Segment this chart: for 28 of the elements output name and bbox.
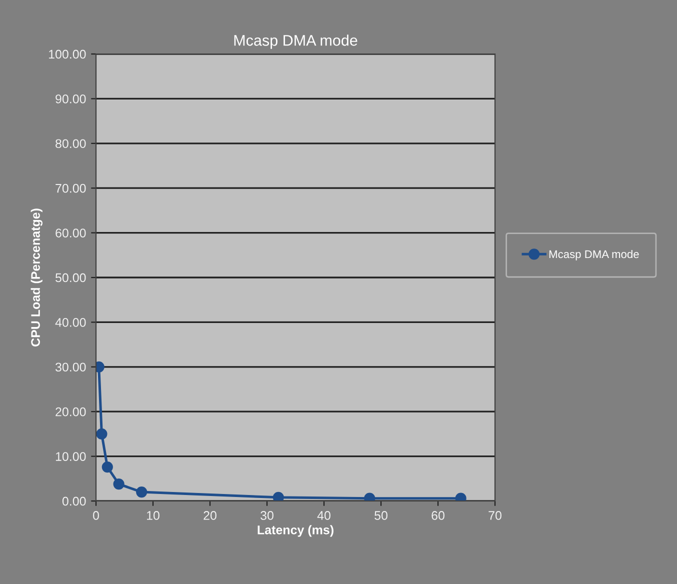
point xyxy=(136,486,148,498)
x-tick-label: 70 xyxy=(488,511,502,520)
y-tick-label: 100.00 xyxy=(49,50,86,59)
y-tick-label: 80.00 xyxy=(56,139,86,148)
x-tick-label: 10 xyxy=(147,511,160,520)
point xyxy=(113,478,124,490)
chart-title: Mcasp DMA mode xyxy=(234,34,358,49)
x-tick-label: 20 xyxy=(204,511,216,520)
point xyxy=(102,461,113,473)
y-tick-label: 0.00 xyxy=(62,496,86,506)
y-tick-label: 70.00 xyxy=(56,184,86,193)
x-tick-label: 0 xyxy=(93,511,99,520)
y-tick-label: 30.00 xyxy=(55,362,86,372)
y-tick-label: 60.00 xyxy=(56,228,86,238)
x-axis-title: Latency (ms) xyxy=(258,525,334,537)
y-tick-label: 40.00 xyxy=(55,318,86,327)
y-tick-label: 20.00 xyxy=(56,407,86,416)
y-tick-label: 10.00 xyxy=(56,452,86,461)
point xyxy=(272,492,284,501)
y-axis-title: CPU Load (Percenatge) xyxy=(30,208,42,346)
y-tick-label: 50.00 xyxy=(56,273,86,282)
x-tick-label: 40 xyxy=(317,511,330,520)
x-tick-label: 30 xyxy=(260,511,274,520)
x-tick-label: 60 xyxy=(432,511,444,520)
legend-label: Mcasp DMA mode xyxy=(549,250,639,260)
x-tick-label: 50 xyxy=(374,511,388,520)
point xyxy=(96,428,108,440)
y-tick-label: 90.00 xyxy=(56,94,86,104)
